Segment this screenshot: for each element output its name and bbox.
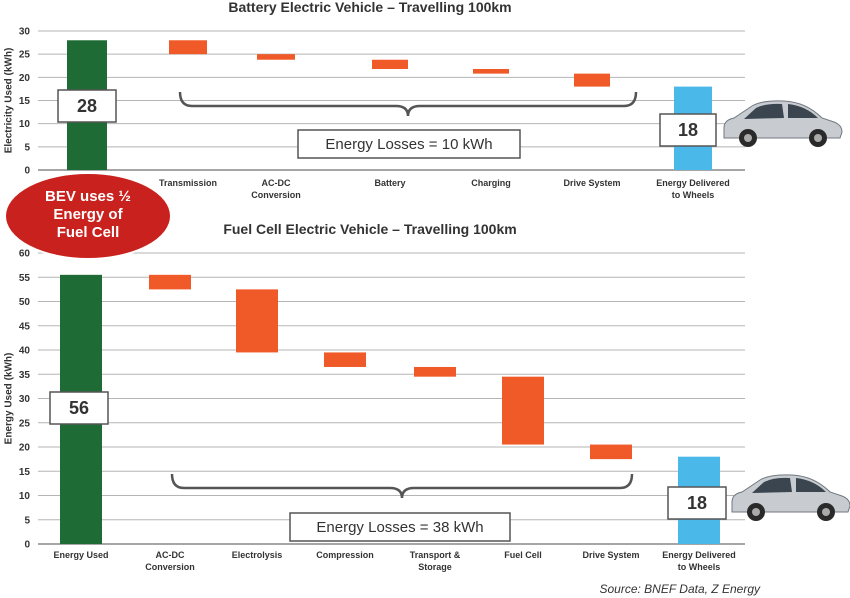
bar-loss (502, 376, 544, 445)
chart-title: Fuel Cell Electric Vehicle – Travelling … (223, 221, 516, 237)
bar-loss (257, 54, 295, 60)
used-value-box (57, 89, 117, 123)
chart-fcev: Fuel Cell Electric Vehicle – Travelling … (4, 221, 850, 572)
category-label: Drive System (563, 178, 620, 188)
y-tick-label: 0 (24, 540, 30, 551)
badge-text-line: BEV uses ½ (45, 188, 131, 205)
used-value-label: 56 (69, 398, 89, 418)
car-body-icon (731, 474, 850, 513)
delivered-value-box (659, 113, 717, 147)
y-axis-label: Electricity Used (kWh) (4, 48, 15, 154)
y-tick-label: 60 (19, 249, 31, 260)
y-tick-label: 40 (19, 346, 31, 357)
chart-title: Battery Electric Vehicle – Travelling 10… (228, 0, 511, 15)
bar-loss (324, 352, 366, 367)
y-tick-label: 0 (24, 166, 30, 177)
y-tick-label: 15 (19, 96, 31, 107)
category-label: Fuel Cell (504, 550, 542, 560)
car-hub-icon (822, 508, 830, 516)
used-value-box (49, 391, 109, 425)
category-label: Compression (316, 550, 374, 560)
badge-ellipse (4, 172, 172, 260)
car-hub-icon (752, 508, 760, 516)
car-icon (731, 474, 850, 521)
source-note: Source: BNEF Data, Z Energy (599, 582, 761, 596)
energy-losses-box (297, 129, 521, 159)
y-tick-label: 20 (19, 73, 31, 84)
car-hub-icon (814, 134, 822, 142)
used-value-label: 28 (77, 96, 97, 116)
brace-annotation (170, 473, 634, 499)
badge-text-line: Energy of (53, 206, 123, 223)
y-tick-label: 50 (19, 297, 31, 308)
delivered-value-box (667, 486, 727, 520)
car-hub-icon (744, 134, 752, 142)
car-body-icon (723, 100, 843, 139)
y-tick-label: 10 (19, 491, 31, 502)
bar-loss (590, 444, 632, 460)
y-tick-label: 25 (19, 418, 31, 429)
category-label: Transmission (159, 178, 217, 188)
bar-loss (236, 289, 278, 353)
category-label: Energy Used (53, 550, 108, 560)
y-tick-label: 30 (19, 27, 31, 38)
y-tick-label: 25 (19, 50, 31, 61)
bar-loss (574, 73, 610, 87)
category-label: Drive System (582, 550, 639, 560)
car-window-icon (744, 103, 784, 119)
category-label: AC-DC Conversion (145, 550, 195, 572)
car-window-icon (752, 477, 792, 493)
y-tick-label: 35 (19, 370, 31, 381)
y-tick-label: 5 (24, 142, 30, 153)
y-tick-label: 55 (19, 273, 31, 284)
brace-annotation (178, 91, 638, 117)
y-tick-label: 20 (19, 443, 31, 454)
energy-losses-label: Energy Losses = 10 kWh (325, 136, 492, 153)
y-tick-label: 30 (19, 394, 31, 405)
energy-losses-label: Energy Losses = 38 kWh (316, 519, 483, 536)
car-window-icon (796, 478, 826, 492)
category-label: Energy Delivered to Wheels (656, 178, 730, 200)
delivered-value-label: 18 (678, 120, 698, 140)
chart-bev: Battery Electric Vehicle – Travelling 10… (4, 0, 843, 200)
y-tick-label: 10 (19, 119, 31, 130)
category-label: AC-DC Conversion (251, 178, 301, 200)
delivered-value-label: 18 (687, 493, 707, 513)
energy-losses-box (289, 512, 511, 542)
y-tick-label: 45 (19, 321, 31, 332)
car-icon (723, 100, 843, 147)
bar-loss (149, 274, 191, 290)
y-tick-label: 5 (24, 515, 30, 526)
badge-text-line: Fuel Cell (57, 224, 120, 241)
category-label: Charging (471, 178, 511, 188)
bar-loss (414, 366, 456, 377)
bar-loss (372, 59, 408, 69)
category-label: Energy Delivered to Wheels (662, 550, 736, 572)
car-window-icon (788, 104, 818, 118)
category-label: Battery (374, 178, 405, 188)
bar-loss (473, 68, 509, 74)
y-axis-label: Energy Used (kWh) (4, 353, 15, 445)
bar-loss (169, 40, 207, 55)
y-tick-label: 15 (19, 467, 31, 478)
category-label: Transport & Storage (410, 550, 461, 572)
category-label: Electrolysis (232, 550, 283, 560)
